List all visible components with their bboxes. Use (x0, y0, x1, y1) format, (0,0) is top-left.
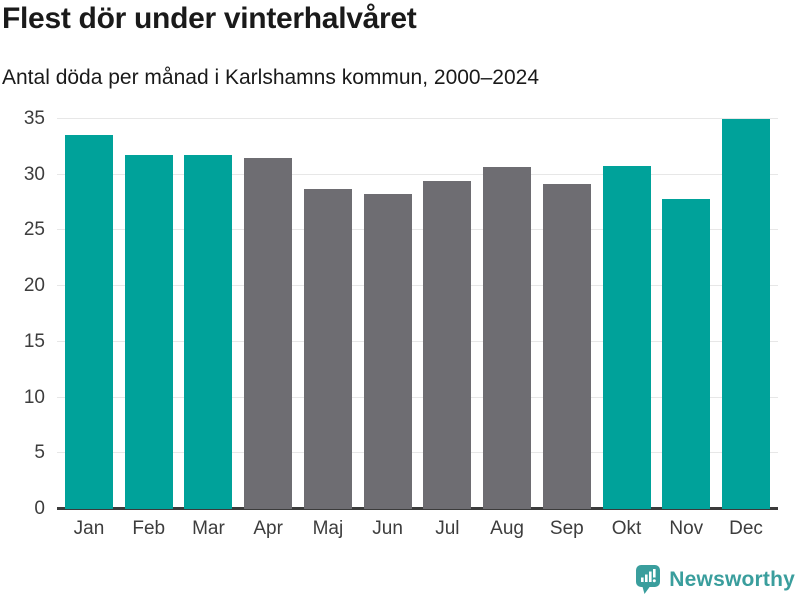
bar-jul (423, 181, 472, 509)
x-tick-label-aug: Aug (490, 518, 524, 539)
y-tick-label-20: 20 (23, 275, 45, 297)
y-tick-label-25: 25 (23, 219, 45, 241)
x-tick-label-mar: Mar (192, 518, 225, 539)
gridline-y-30 (57, 173, 778, 175)
chart-subtitle: Antal döda per månad i Karlshamns kommun… (2, 66, 539, 89)
gridline-y-5 (57, 452, 778, 454)
x-tick-label-jun: Jun (372, 518, 403, 539)
x-tick-label-nov: Nov (669, 518, 704, 539)
chart-title: Flest dör under vinterhalvåret (2, 2, 417, 35)
gridline-y-25 (57, 229, 778, 231)
x-tick-label-maj: Maj (312, 518, 344, 539)
x-axis-line (57, 507, 778, 510)
x-tick-label-okt: Okt (611, 518, 642, 539)
newsworthy-logo-icon (636, 565, 661, 594)
gridline-y-20 (57, 285, 778, 287)
bar-jan (65, 134, 113, 509)
x-axis-tick-labels: Jan Feb Mar Apr Maj Jun Jul Aug Sep Okt Nov Dec (57, 518, 778, 544)
y-tick-label-30: 30 (23, 163, 45, 185)
brand-footer: Newsworthy (634, 564, 795, 595)
y-tick-label-35: 35 (23, 108, 45, 129)
gridline-y-10 (57, 396, 778, 398)
bar-maj (303, 189, 352, 509)
x-tick-label-jul: Jul (435, 518, 460, 539)
bar-sep (542, 183, 591, 509)
bar-nov (662, 199, 711, 509)
y-axis-tick-labels: 0 5 10 15 20 25 30 35 (0, 108, 45, 519)
y-tick-label-15: 15 (23, 330, 45, 352)
brand-name: Newsworthy (669, 567, 795, 591)
bar-mar (184, 154, 233, 509)
bar-feb (124, 154, 173, 509)
bar-dec (722, 119, 770, 509)
x-tick-label-feb: Feb (132, 518, 166, 539)
gridline-y-15 (57, 340, 778, 342)
y-tick-label-5: 5 (34, 442, 45, 464)
bar-aug (483, 166, 532, 509)
y-tick-label-10: 10 (23, 386, 45, 408)
bar-apr (244, 158, 293, 509)
bar-chart-plot-area (57, 118, 778, 510)
y-tick-label-0: 0 (34, 498, 45, 519)
x-tick-label-apr: Apr (253, 518, 283, 539)
x-tick-label-jan: Jan (73, 518, 105, 539)
bar-jun (363, 193, 412, 509)
gridline-y-35 (57, 118, 778, 119)
x-tick-label-dec: Dec (729, 518, 763, 539)
x-tick-label-sep: Sep (549, 518, 584, 539)
bar-okt (602, 165, 651, 509)
